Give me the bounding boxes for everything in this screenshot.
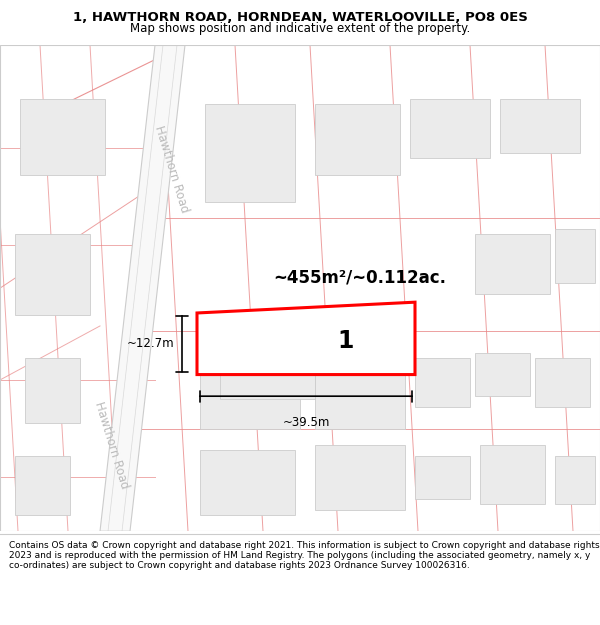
Bar	[480, 445, 545, 504]
Bar	[555, 456, 595, 504]
Bar	[200, 450, 295, 515]
Bar	[315, 348, 405, 429]
Bar	[500, 99, 580, 153]
Bar	[535, 358, 590, 407]
Bar	[415, 456, 470, 499]
Text: ~12.7m: ~12.7m	[127, 338, 174, 350]
Text: ~39.5m: ~39.5m	[283, 416, 329, 429]
Text: ~455m²/~0.112ac.: ~455m²/~0.112ac.	[274, 268, 446, 286]
Bar	[205, 104, 295, 202]
Text: 1, HAWTHORN ROAD, HORNDEAN, WATERLOOVILLE, PO8 0ES: 1, HAWTHORN ROAD, HORNDEAN, WATERLOOVILL…	[73, 11, 527, 24]
Bar	[555, 229, 595, 282]
Bar	[475, 353, 530, 396]
Polygon shape	[197, 302, 415, 374]
Text: Map shows position and indicative extent of the property.: Map shows position and indicative extent…	[130, 22, 470, 35]
Text: Hawthorn Road: Hawthorn Road	[152, 124, 191, 214]
Bar	[220, 324, 315, 399]
Bar	[25, 358, 80, 423]
Bar	[410, 99, 490, 159]
Bar	[315, 104, 400, 174]
Bar	[15, 234, 90, 315]
Text: Contains OS data © Crown copyright and database right 2021. This information is : Contains OS data © Crown copyright and d…	[9, 541, 599, 571]
Bar	[200, 348, 300, 429]
Bar	[20, 99, 105, 174]
Bar	[15, 456, 70, 515]
Bar	[415, 358, 470, 407]
Text: Hawthorn Road: Hawthorn Road	[92, 399, 131, 490]
Bar	[315, 445, 405, 509]
Bar	[475, 234, 550, 294]
Text: 1: 1	[338, 329, 354, 353]
Polygon shape	[100, 45, 185, 531]
